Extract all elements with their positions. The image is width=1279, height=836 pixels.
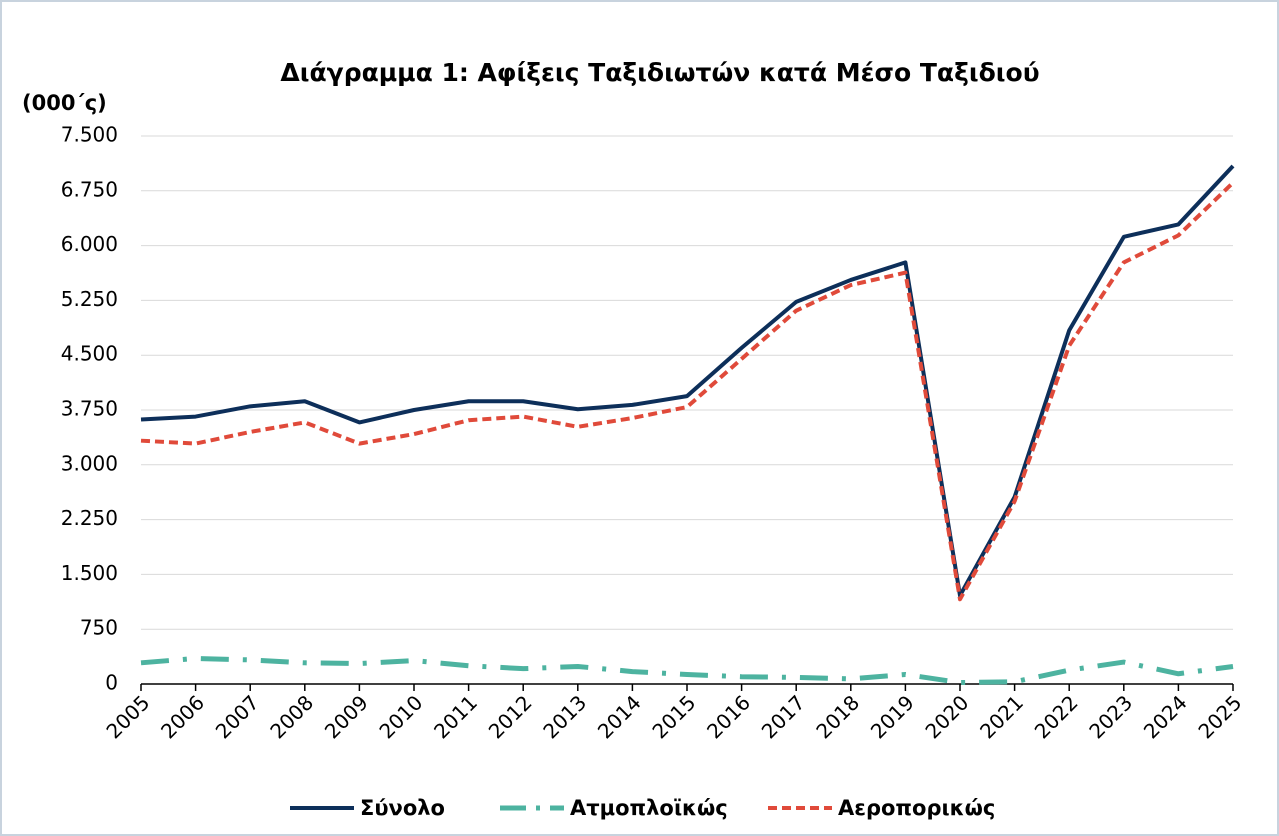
y-tick-label: 0 [105,671,118,695]
y-tick-label: 6.750 [61,177,118,201]
y-axis-label: (000΄ς) [22,91,107,115]
y-tick-label: 750 [80,616,118,640]
y-tick-label: 2.250 [61,506,118,530]
legend-label: Ατμοπλοϊκώς [570,796,728,820]
y-tick-label: 6.000 [61,232,118,256]
legend-label: Αεροπορικώς [838,796,995,820]
y-tick-label: 1.500 [61,561,118,585]
chart-title: Διάγραμμα 1: Αφίξεις Ταξιδιωτών κατά Μέσ… [280,58,1039,87]
series-line [140,181,1235,602]
y-tick-label: 3.750 [61,397,118,421]
y-tick-label: 4.500 [61,342,118,366]
y-tick-label: 3.000 [61,451,118,475]
series-line [140,164,1235,598]
y-tick-label: 7.500 [61,123,118,147]
legend-label: Σύνολο [360,796,445,820]
y-tick-label: 5.250 [61,287,118,311]
series-line [140,655,1234,686]
